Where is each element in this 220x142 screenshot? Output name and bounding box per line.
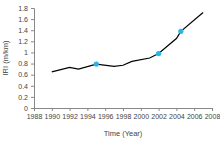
x-axis-line [35, 109, 213, 112]
y-tick-mark [31, 64, 34, 65]
x-tick-mark [159, 108, 160, 111]
line [52, 12, 203, 71]
y-tick-mark [31, 86, 34, 87]
y-tick-label: 1.6 [18, 16, 28, 23]
y-tick-label: 0.2 [18, 94, 28, 101]
y-tick-mark [31, 8, 34, 9]
x-tick-label: 1990 [45, 113, 61, 120]
x-tick-mark [176, 108, 177, 111]
x-tick-label: 1996 [98, 113, 114, 120]
x-tick-mark [212, 108, 213, 111]
y-axis: 0 0.2 0.4 0.6 0.8 1 1.2 1.4 1.6 1.8 [18, 5, 34, 112]
x-tick-mark [123, 108, 124, 111]
x-tick: 1996 [98, 108, 114, 120]
y-tick-label: 0.4 [18, 83, 28, 90]
x-tick-mark [105, 108, 106, 111]
y-tick: 1 [24, 49, 34, 56]
y-tick-label: 0 [24, 105, 28, 112]
x-tick: 1990 [45, 108, 61, 120]
x-tick: 2008 [205, 108, 220, 120]
point [94, 62, 99, 67]
point [178, 29, 183, 34]
x-tick-label: 1992 [62, 113, 78, 120]
y-tick: 1.4 [18, 27, 34, 34]
x-tick: 1998 [116, 108, 132, 120]
x-tick: 1988 [27, 108, 43, 120]
y-tick-mark [31, 30, 34, 31]
y-tick-label: 1.8 [18, 5, 28, 12]
y-tick-mark [31, 52, 34, 53]
x-tick-mark [70, 108, 71, 111]
y-tick-mark [31, 75, 34, 76]
y-tick: 1.2 [18, 38, 34, 45]
x-axis: 1988199019921994199619982000200220042006… [27, 108, 220, 120]
x-tick: 2006 [187, 108, 203, 120]
x-tick-mark [87, 108, 88, 111]
y-tick-label: 1 [24, 49, 28, 56]
x-tick-label: 2008 [205, 113, 220, 120]
x-tick-label: 2006 [187, 113, 203, 120]
y-tick-label: 0.8 [18, 60, 28, 67]
x-tick-mark [52, 108, 53, 111]
y-tick: 1.8 [18, 5, 34, 12]
chart: 1988199019921994199619982000200220042006… [0, 0, 220, 142]
y-axis-title: IRI (m/km) [1, 40, 10, 75]
x-axis-title: Time (Year) [104, 129, 143, 138]
y-tick: 0 [24, 105, 34, 112]
y-tick-label: 1.4 [18, 27, 28, 34]
y-tick: 0.4 [18, 83, 34, 90]
x-tick: 2000 [134, 108, 150, 120]
x-tick-label: 1988 [27, 113, 43, 120]
y-tick-mark [31, 41, 34, 42]
x-tick-mark [141, 108, 142, 111]
marks [52, 12, 203, 71]
point [156, 51, 161, 56]
x-tick: 1994 [80, 108, 96, 120]
y-tick: 0.2 [18, 94, 34, 101]
x-tick-label: 2004 [169, 113, 185, 120]
x-tick-label: 1994 [80, 113, 96, 120]
plot: 1988199019921994199619982000200220042006… [18, 5, 220, 120]
y-tick-mark [31, 108, 34, 109]
x-tick-label: 1998 [116, 113, 132, 120]
y-tick: 1.6 [18, 16, 34, 23]
y-tick: 0.6 [18, 71, 34, 78]
y-tick-label: 1.2 [18, 38, 28, 45]
y-tick-label: 0.6 [18, 71, 28, 78]
y-tick-mark [31, 97, 34, 98]
x-tick: 1992 [62, 108, 78, 120]
x-tick: 2002 [151, 108, 167, 120]
x-tick-label: 2000 [134, 113, 150, 120]
x-tick-mark [194, 108, 195, 111]
x-tick-label: 2002 [151, 113, 167, 120]
y-axis-line [31, 9, 35, 109]
x-tick: 2004 [169, 108, 185, 120]
y-tick: 0.8 [18, 60, 34, 67]
y-tick-mark [31, 19, 34, 20]
